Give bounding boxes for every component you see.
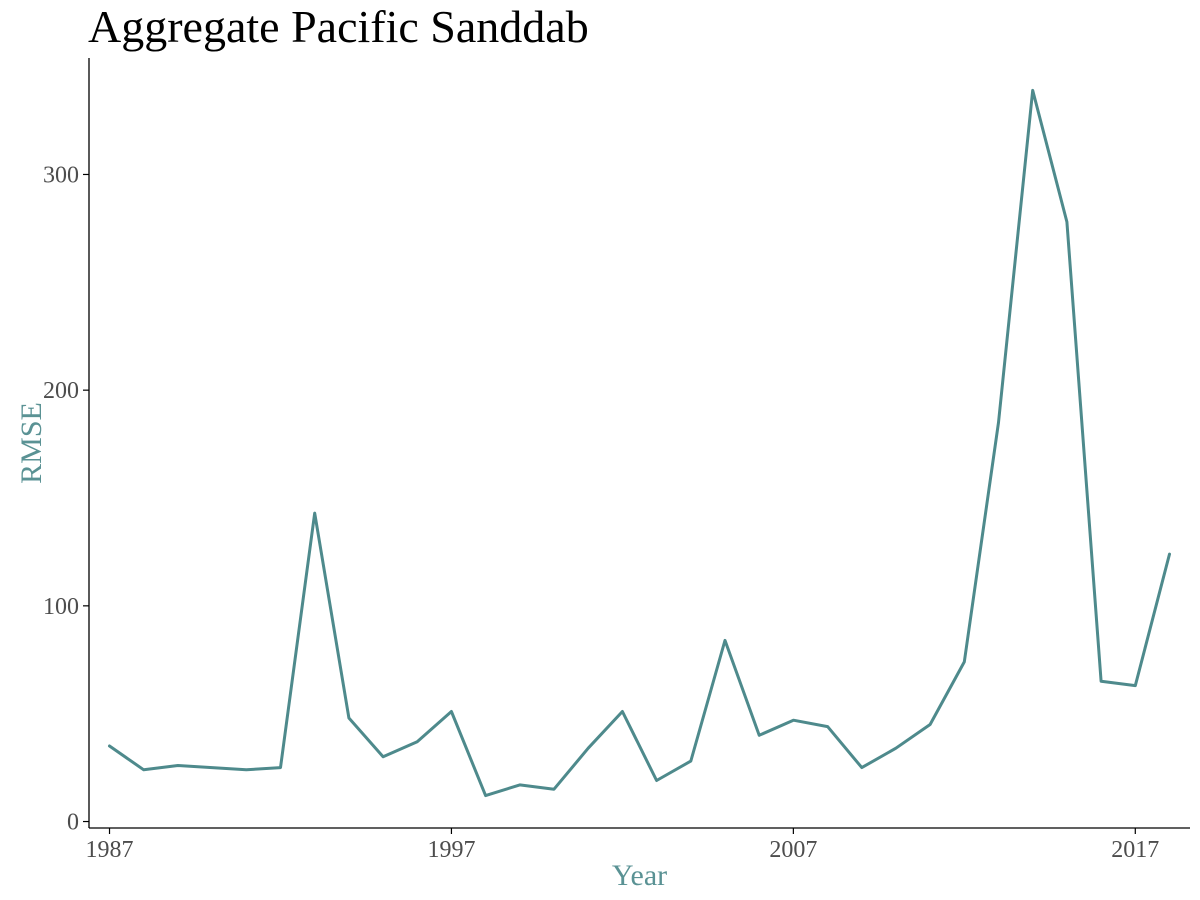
series-layer — [108, 88, 1171, 798]
x-axis-title: Year — [612, 859, 667, 892]
x-tick-label: 1987 — [86, 837, 134, 863]
y-tick-label: 100 — [43, 594, 79, 620]
y-axis-ticks: 0 100 200 300 — [43, 162, 89, 836]
series-line — [108, 88, 1171, 798]
y-tick-label: 200 — [43, 378, 79, 404]
x-tick-label: 1997 — [427, 837, 475, 863]
x-tick-label: 2017 — [1111, 837, 1159, 863]
x-tick-label: 2007 — [769, 837, 817, 863]
x-axis-ticks: 1987 1997 2007 2017 — [86, 828, 1159, 863]
chart-title: Aggregate Pacific Sanddab — [88, 1, 589, 52]
y-axis-title: RMSE — [15, 402, 48, 484]
y-tick-label: 0 — [67, 810, 79, 836]
y-tick-label: 300 — [43, 162, 79, 188]
